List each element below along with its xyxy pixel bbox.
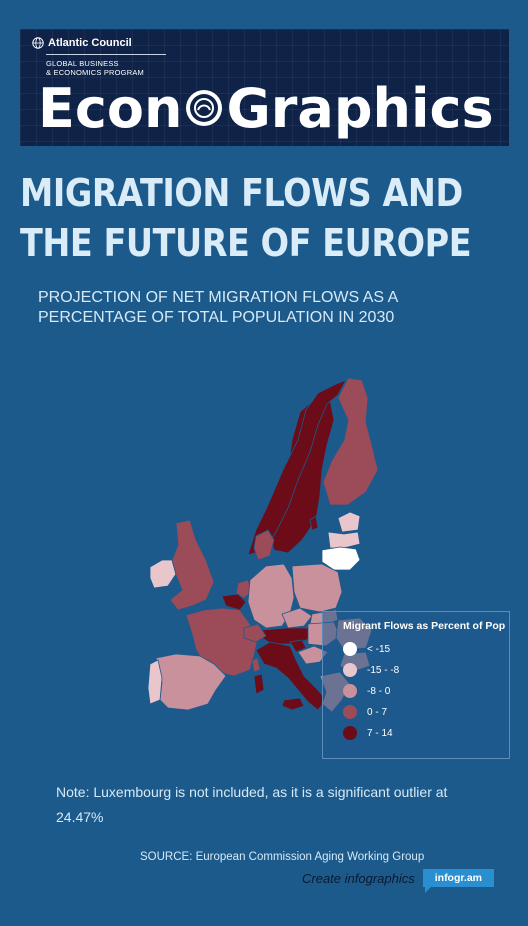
globe-icon	[32, 37, 44, 49]
infogram-credit[interactable]: Create infographics infogr.am	[302, 869, 494, 893]
country-slovenia[interactable]	[289, 639, 307, 653]
legend-label: 7 - 14	[367, 727, 393, 739]
legend-swatch	[343, 705, 357, 719]
legend-swatch	[343, 684, 357, 698]
country-austria[interactable]	[261, 627, 313, 645]
country-czech-republic[interactable]	[281, 607, 313, 629]
page-title: MIGRATION FLOWS AND THE FUTURE OF EUROPE	[20, 168, 513, 268]
org-name: Atlantic Council	[48, 37, 132, 49]
map-legend: Migrant Flows as Percent of Pop < -15 -15…	[322, 611, 510, 759]
country-belgium[interactable]	[221, 593, 247, 611]
title-line-2: THE FUTURE OF EUROPE	[20, 221, 472, 265]
country-united-kingdom[interactable]	[169, 519, 215, 611]
country-finland[interactable]	[322, 377, 379, 506]
country-norway[interactable]	[247, 379, 347, 556]
europe-map	[147, 377, 379, 713]
footnote: Note: Luxembourg is not included, as it …	[56, 784, 448, 825]
infogram-badge[interactable]: infogr.am	[422, 869, 494, 893]
source-text: SOURCE: European Commission Aging Workin…	[140, 851, 425, 863]
brand-left: Econ	[38, 76, 183, 140]
org-row: Atlantic Council	[32, 37, 132, 49]
country-netherlands[interactable]	[235, 579, 253, 599]
country-sweden[interactable]	[267, 397, 335, 554]
legend-label: -15 - -8	[367, 664, 400, 676]
chart-subtitle: PROJECTION OF NET MIGRATION FLOWS AS A P…	[38, 289, 398, 326]
legend-item-1: -15 - -8	[343, 663, 399, 677]
country-switzerland[interactable]	[243, 623, 267, 643]
brand-logo: Econ Graphics	[38, 75, 494, 141]
legend-item-0: < -15	[343, 642, 390, 656]
legend-item-4: 7 - 14	[343, 726, 393, 740]
legend-item-2: -8 - 0	[343, 684, 390, 698]
brand-right: Graphics	[226, 76, 494, 140]
program-name: GLOBAL BUSINESS & ECONOMICS PROGRAM	[46, 59, 144, 77]
legend-item-3: 0 - 7	[343, 705, 387, 719]
legend-swatch	[343, 726, 357, 740]
legend-label: -8 - 0	[367, 685, 391, 697]
corsica-island[interactable]	[251, 657, 261, 673]
country-poland[interactable]	[291, 563, 343, 613]
header-banner: Atlantic Council GLOBAL BUSINESS & ECONO…	[20, 29, 509, 146]
header-rule	[46, 54, 166, 55]
seal-icon	[186, 90, 223, 126]
credit-text: Create infographics	[302, 870, 415, 886]
sicily-island[interactable]	[281, 697, 305, 711]
title-line-1: MIGRATION FLOWS AND	[20, 171, 463, 215]
country-denmark[interactable]	[253, 529, 275, 561]
legend-label: < -15	[367, 643, 391, 655]
legend-swatch	[343, 663, 357, 677]
program-line-2: & ECONOMICS PROGRAM	[46, 68, 144, 77]
country-portugal[interactable]	[147, 659, 163, 705]
sardinia-island[interactable]	[253, 673, 265, 695]
country-ireland[interactable]	[149, 559, 177, 589]
country-estonia[interactable]	[337, 511, 361, 533]
country-lithuania[interactable]	[321, 546, 361, 571]
legend-title: Migrant Flows as Percent of Pop	[343, 620, 506, 632]
program-line-1: GLOBAL BUSINESS	[46, 59, 119, 68]
legend-swatch	[343, 642, 357, 656]
country-latvia[interactable]	[327, 531, 361, 549]
gotland-island[interactable]	[309, 515, 319, 531]
legend-label: 0 - 7	[367, 706, 388, 718]
